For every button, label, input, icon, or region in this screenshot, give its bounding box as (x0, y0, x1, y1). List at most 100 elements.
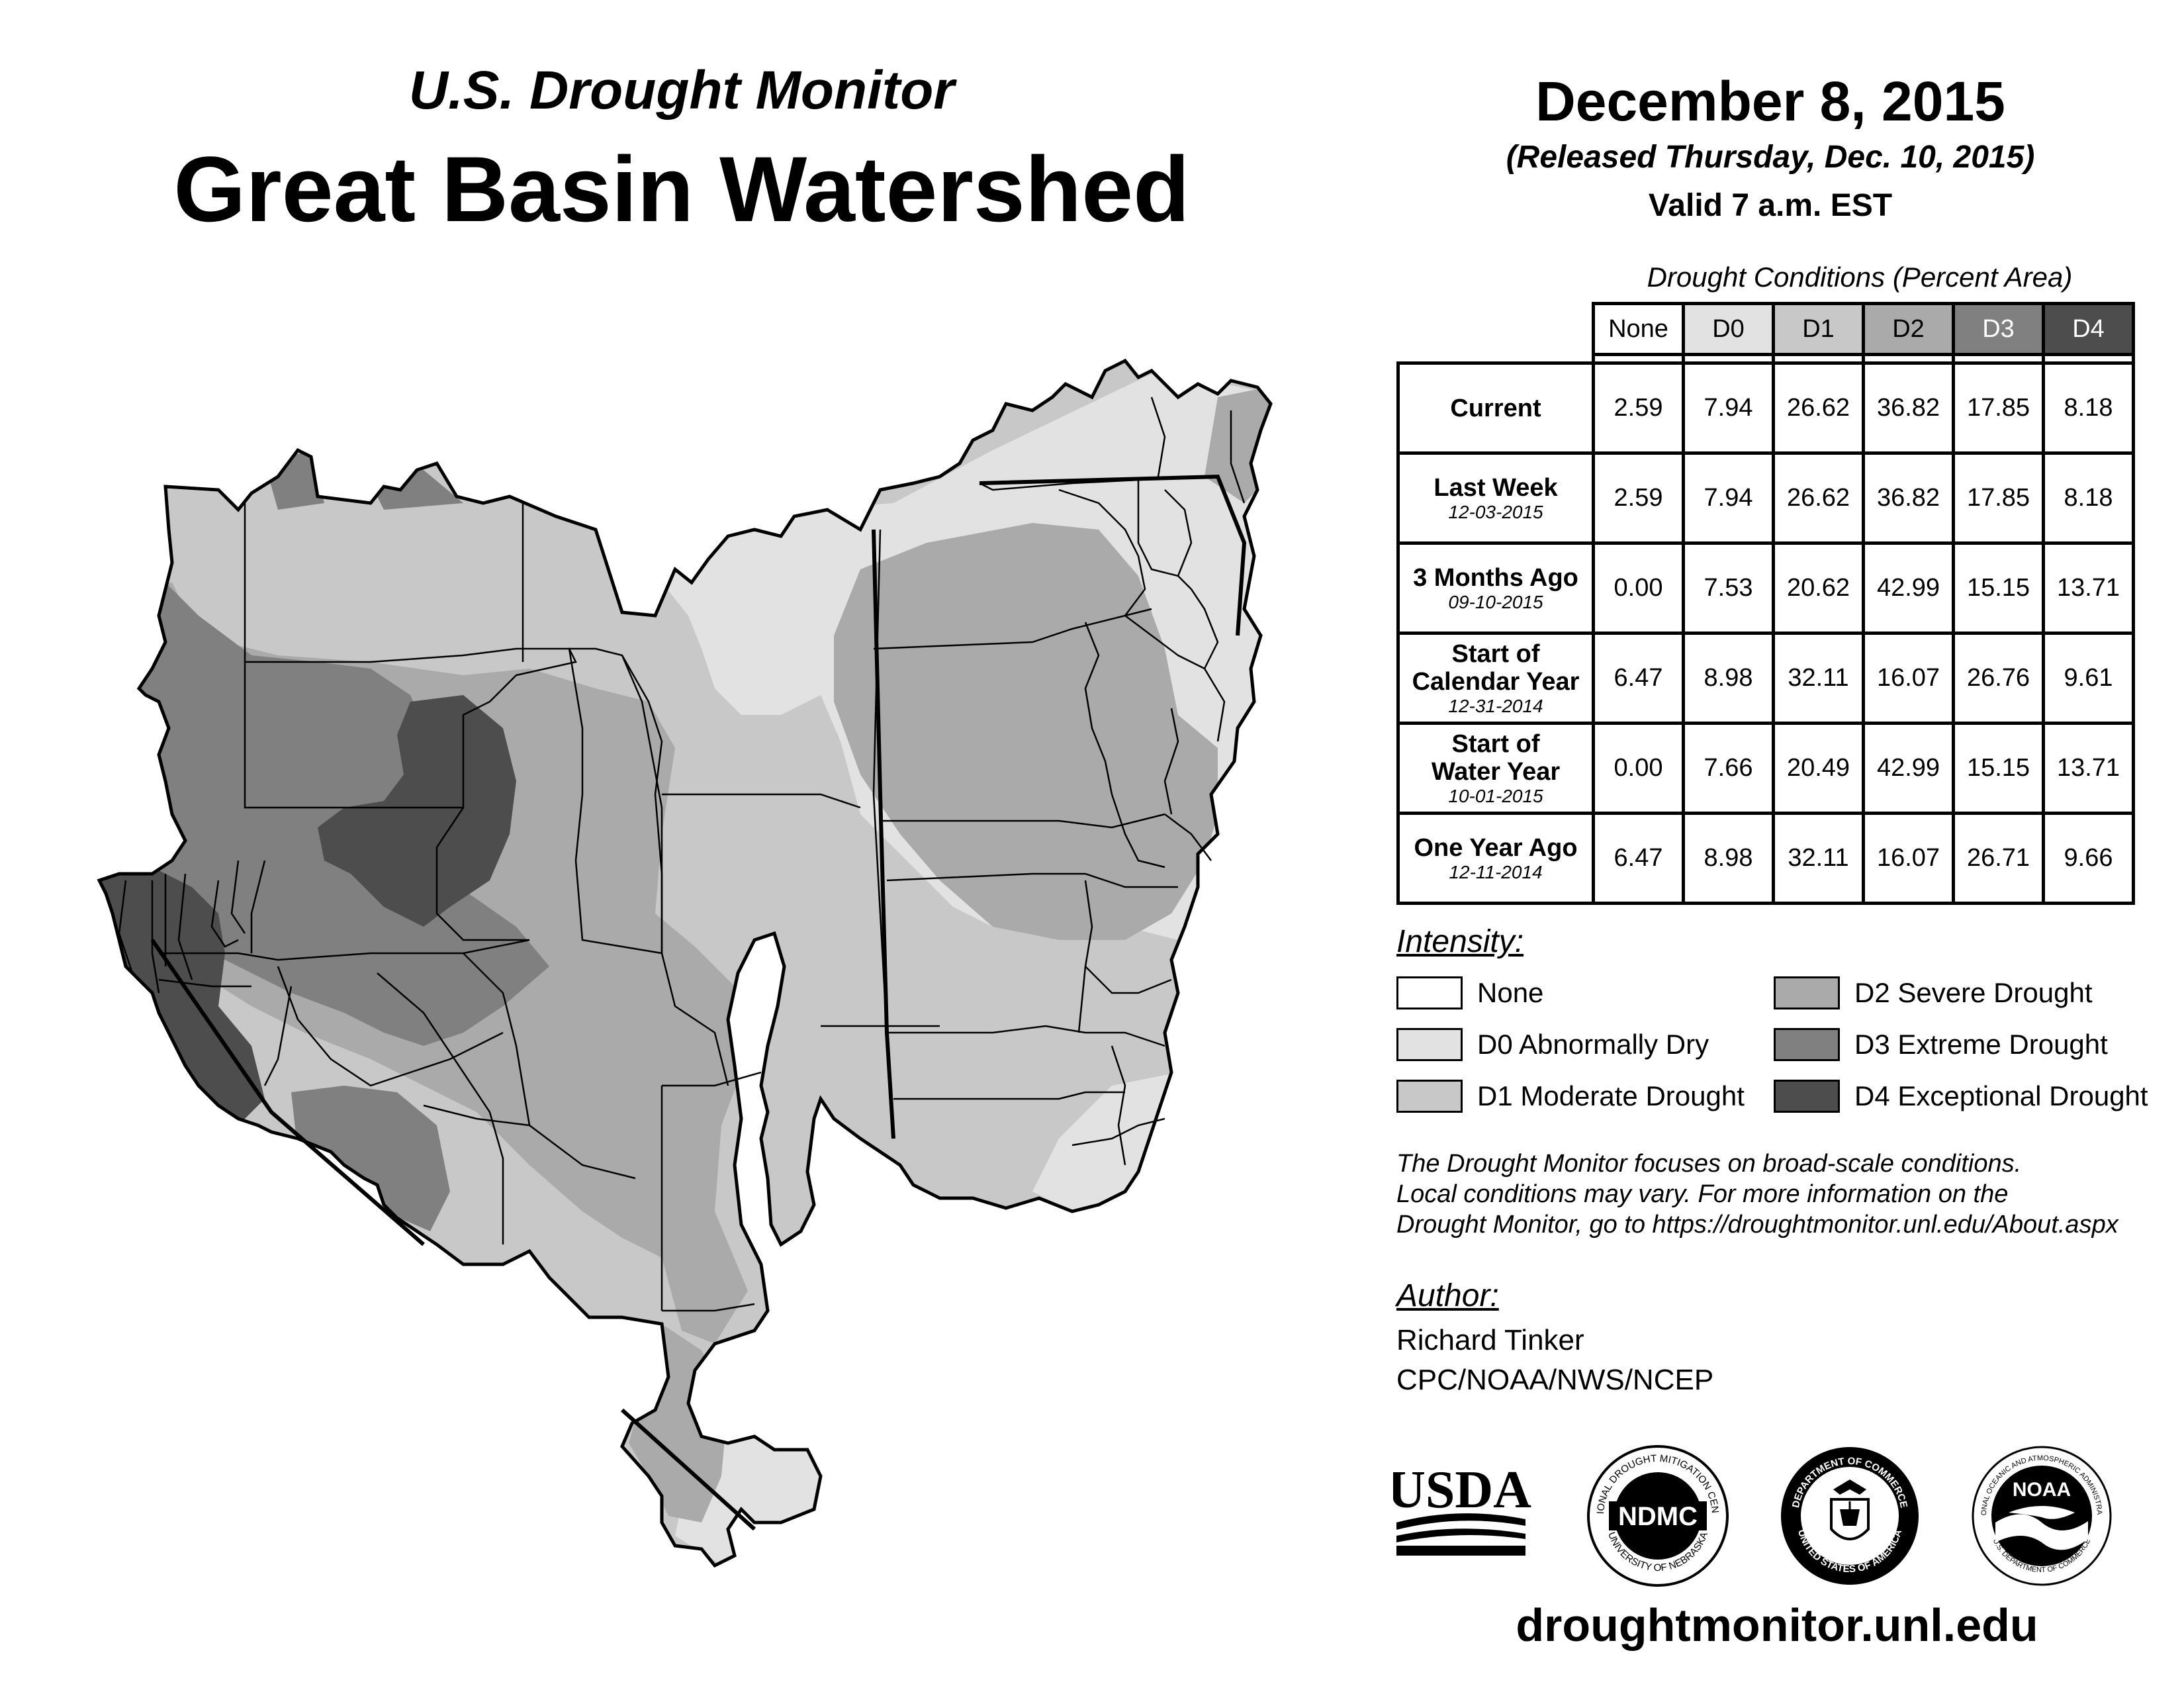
table-cell: 42.99 (1862, 722, 1955, 815)
row-label-text-2: Calendar Year (1412, 667, 1580, 696)
state-boundaries (150, 474, 1247, 1531)
table-cell: 26.62 (1772, 451, 1865, 545)
row-label-text: 3 Months Ago (1413, 563, 1578, 592)
drought-conditions-table: None D0 D1 D2 D3 D4 Current 2.59 7.94 26… (1396, 302, 2135, 905)
usda-logo-text: USDA (1393, 1461, 1531, 1519)
table-cell: 20.49 (1772, 722, 1865, 815)
table-cell: 26.76 (1952, 632, 2045, 725)
col-header-d3: D3 (1952, 302, 2045, 356)
legend-label: None (1477, 977, 1544, 1008)
table-row: Start of Calendar Year 12-31-2014 6.47 8.9… (1396, 632, 2135, 725)
table-cell: 8.98 (1682, 632, 1775, 725)
usda-logo: USDA (1393, 1461, 1531, 1556)
table-cell: 42.99 (1862, 541, 1955, 635)
table-cell: 36.82 (1862, 451, 1955, 545)
legend-item-d1: D1 Moderate Drought (1396, 1080, 1745, 1113)
ndmc-logo-text: NDMC (1618, 1502, 1698, 1531)
legend-swatch (1774, 1080, 1840, 1113)
commerce-seal: DEPARTMENT OF COMMERCE UNITED STATES OF … (1781, 1447, 1919, 1585)
table-cell: 0.00 (1592, 722, 1685, 815)
row-label-text: One Year Ago (1414, 833, 1578, 862)
legend-swatch (1396, 1028, 1463, 1061)
row-label-text: Last Week (1433, 473, 1558, 502)
legend-heading: Intensity: (1396, 924, 1524, 959)
legend-swatch (1396, 1080, 1463, 1113)
row-label-date: 10-01-2015 (1448, 785, 1543, 806)
d4-zone-center (318, 695, 516, 927)
note-line: Local conditions may vary. For more info… (1396, 1180, 2009, 1208)
legend-label: D3 Extreme Drought (1854, 1029, 2108, 1060)
legend-label: D1 Moderate Drought (1477, 1080, 1745, 1111)
map-title: Great Basin Watershed (173, 137, 1190, 241)
row-label: Last Week 12-03-2015 (1396, 451, 1595, 545)
table-corner (1398, 304, 1594, 355)
table-row: 3 Months Ago 09-10-2015 0.00 7.53 20.62 4… (1396, 541, 2135, 635)
table-cell: 6.47 (1592, 632, 1685, 725)
legend-label: D0 Abnormally Dry (1477, 1029, 1709, 1060)
legend-swatch (1396, 976, 1463, 1009)
d2-zone-northeast (834, 523, 1218, 940)
table-cell: 26.62 (1772, 361, 1865, 455)
row-label-text: Start of (1451, 729, 1540, 758)
row-label-text-2: Water Year (1431, 757, 1561, 786)
row-label-date: 12-11-2014 (1449, 861, 1543, 882)
table-cell: 13.71 (2042, 541, 2135, 635)
col-header-d4: D4 (2042, 302, 2135, 356)
website-url: droughtmonitor.unl.edu (1516, 1599, 2038, 1651)
row-label: One Year Ago 12-11-2014 (1396, 812, 1595, 905)
table-cell: 32.11 (1772, 632, 1865, 725)
release-date: (Released Thursday, Dec. 10, 2015) (1506, 140, 2035, 175)
noaa-logo: NATIONAL OCEANIC AND ATMOSPHERIC ADMINIS… (1969, 1443, 2112, 1586)
col-header-d1: D1 (1772, 302, 1865, 356)
table-row: One Year Ago 12-11-2014 6.47 8.98 32.11 1… (1396, 812, 2135, 905)
col-header-none: None (1592, 302, 1685, 356)
row-label-date: 09-10-2015 (1448, 591, 1543, 612)
table-cell: 17.85 (1952, 361, 2045, 455)
legend-swatch (1774, 1028, 1840, 1061)
d3-zone-southwest (291, 1086, 450, 1231)
legend-swatch (1774, 976, 1840, 1009)
row-label: Start of Water Year 10-01-2015 (1396, 722, 1595, 815)
table-cell: 8.18 (2042, 451, 2135, 545)
row-label-date: 12-31-2014 (1448, 695, 1543, 716)
table-cell: 9.66 (2042, 812, 2135, 905)
table-cell: 0.00 (1592, 541, 1685, 635)
note-line: The Drought Monitor focuses on broad-sca… (1396, 1150, 2022, 1178)
table-caption: Drought Conditions (Percent Area) (1647, 261, 2073, 293)
subbasin-boundaries (118, 397, 1246, 1312)
legend-item-d0: D0 Abnormally Dry (1396, 1028, 1709, 1061)
table-cell: 17.85 (1952, 451, 2045, 545)
table-cell: 15.15 (1952, 722, 2045, 815)
table-cell: 15.15 (1952, 541, 2045, 635)
noaa-logo-text: NOAA (2013, 1479, 2071, 1501)
note-line: Drought Monitor, go to https://droughtmo… (1396, 1211, 2118, 1239)
author-org: CPC/NOAA/NWS/NCEP (1396, 1364, 1714, 1396)
valid-time: Valid 7 a.m. EST (1648, 188, 1893, 223)
row-label: 3 Months Ago 09-10-2015 (1396, 541, 1595, 635)
legend-label: D2 Severe Drought (1854, 977, 2093, 1008)
legend-item-d2: D2 Severe Drought (1774, 976, 2093, 1009)
row-label: Current (1396, 361, 1595, 455)
table-cell: 9.61 (2042, 632, 2135, 725)
table-cell: 26.71 (1952, 812, 2045, 905)
d4-zone-west (99, 867, 265, 1125)
disclaimer-note: The Drought Monitor focuses on broad-sca… (1396, 1149, 2158, 1240)
ndmc-logo: NATIONAL DROUGHT MITIGATION CENTER UNIVE… (1585, 1443, 1729, 1587)
table-cell: 7.66 (1682, 722, 1775, 815)
table-cell: 13.71 (2042, 722, 2135, 815)
table-row: Current 2.59 7.94 26.62 36.82 17.85 8.18 (1396, 361, 2135, 455)
table-cell: 16.07 (1862, 632, 1955, 725)
row-label-date: 12-03-2015 (1448, 501, 1543, 522)
legend-item-d3: D3 Extreme Drought (1774, 1028, 2108, 1061)
row-label-text: Current (1450, 394, 1541, 422)
row-label: Start of Calendar Year 12-31-2014 (1396, 632, 1595, 725)
table-row: Last Week 12-03-2015 2.59 7.94 26.62 36.8… (1396, 451, 2135, 545)
table-cell: 32.11 (1772, 812, 1865, 905)
row-label-text: Start of (1451, 639, 1540, 668)
table-cell: 20.62 (1772, 541, 1865, 635)
map-subtitle: U.S. Drought Monitor (408, 60, 955, 120)
col-header-d2: D2 (1862, 302, 1955, 356)
legend-label: D4 Exceptional Drought (1854, 1080, 2148, 1111)
drought-map (86, 344, 1317, 1589)
table-cell: 16.07 (1862, 812, 1955, 905)
